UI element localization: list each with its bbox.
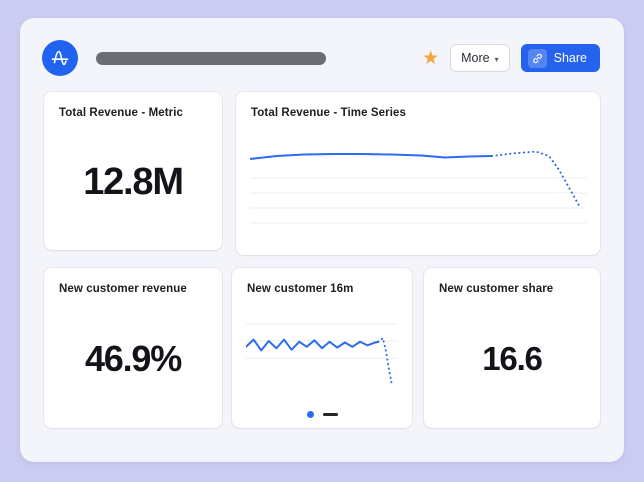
share-button-label: Share	[553, 51, 587, 65]
link-icon	[527, 48, 547, 68]
card-title: Total Revenue - Metric	[59, 107, 184, 119]
metric-value: 46.9%	[84, 338, 182, 379]
dashboard-title-redacted	[96, 52, 326, 65]
header-actions: ★ More ▾ Share	[422, 44, 600, 72]
chevron-down-icon: ▾	[494, 54, 499, 64]
more-button[interactable]: More ▾	[450, 44, 510, 72]
dashboard-window: ★ More ▾ Share Total Revenue - Metric 12…	[20, 18, 624, 462]
metric-value: 16.6	[482, 340, 543, 377]
card-title: New customer revenue	[59, 283, 187, 295]
more-button-label: More	[461, 51, 490, 65]
metric-value: 12.8M	[83, 160, 184, 203]
share-button[interactable]: Share	[520, 44, 600, 72]
new-customer-16m-chart[interactable]	[245, 318, 398, 390]
chart-legend	[232, 411, 412, 418]
card-total-revenue-metric[interactable]: Total Revenue - Metric 12.8M	[44, 92, 222, 250]
card-title: New customer 16m	[247, 283, 354, 295]
legend-dash-marker[interactable]	[322, 413, 338, 416]
card-new-customer-16m[interactable]: New customer 16m	[232, 268, 412, 428]
card-title: Total Revenue - Time Series	[251, 107, 407, 119]
legend-dot-marker[interactable]	[306, 411, 314, 418]
card-title: New customer share	[439, 283, 554, 295]
favorite-star-icon[interactable]: ★	[422, 47, 440, 69]
revenue-time-series-chart[interactable]	[249, 140, 586, 240]
card-new-customer-revenue[interactable]: New customer revenue 46.9%	[44, 268, 222, 428]
amplitude-logo[interactable]	[42, 40, 78, 76]
card-new-customer-share[interactable]: New customer share 16.6	[424, 268, 600, 428]
amplitude-logo-glyph	[51, 50, 69, 66]
card-total-revenue-time-series[interactable]: Total Revenue - Time Series	[236, 92, 600, 255]
